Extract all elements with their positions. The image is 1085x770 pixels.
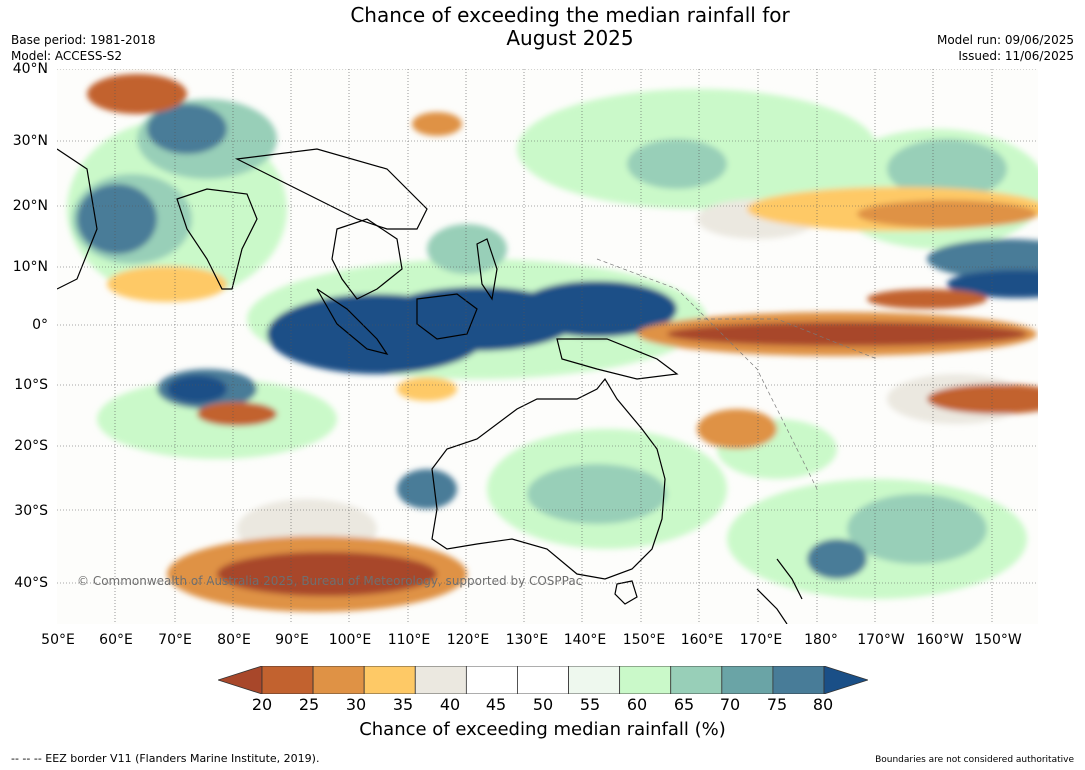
copyright-notice: © Commonwealth of Australia 2025, Bureau… xyxy=(77,574,583,588)
model-run-text: Model run: 09/06/2025 xyxy=(936,33,1074,47)
colorbar-tick-80: 80 xyxy=(812,695,834,714)
colorbar-cell xyxy=(363,666,416,694)
lon-label-110e: 110°E xyxy=(387,632,431,648)
colorbar-cell xyxy=(721,666,774,694)
australia-coastline xyxy=(431,377,666,580)
lon-label-50e: 50°E xyxy=(41,632,75,648)
colorbar-cell xyxy=(261,666,314,694)
lon-label-70e: 70°E xyxy=(158,632,192,648)
borneo-coastline xyxy=(416,293,478,340)
new-guinea-coastline xyxy=(556,338,679,380)
colorbar-cell xyxy=(517,666,569,694)
colorbar-tick-35: 35 xyxy=(392,695,414,714)
lon-label-100e: 100°E xyxy=(328,632,372,648)
colorbar-cell xyxy=(414,666,467,694)
map-canvas xyxy=(57,69,1038,624)
lon-label-170e: 170°E xyxy=(739,632,783,648)
colorbar-label: Chance of exceeding median rainfall (%) xyxy=(359,719,726,740)
colorbar-tick-20: 20 xyxy=(251,695,273,714)
lon-label-120e: 120°E xyxy=(446,632,490,648)
lat-label-10n: 10°N xyxy=(12,259,48,275)
colorbar-tick-70: 70 xyxy=(719,695,741,714)
map-title-line2: August 2025 xyxy=(506,26,634,50)
colorbar-extend-high xyxy=(823,666,868,694)
colorbar-cell xyxy=(568,666,621,694)
lon-label-160w: 160°W xyxy=(916,632,964,648)
issued-text: Issued: 11/06/2025 xyxy=(958,49,1074,63)
model-text: Model: ACCESS-S2 xyxy=(11,49,123,63)
lon-label-90e: 90°E xyxy=(275,632,309,648)
colorbar-tick-25: 25 xyxy=(298,695,320,714)
base-period-text: Base period: 1981-2018 xyxy=(11,33,156,47)
india-coastline xyxy=(176,188,258,290)
colorbar-tick-30: 30 xyxy=(345,695,367,714)
lat-label-10s: 10°S xyxy=(14,377,48,393)
colorbar-tick-75: 75 xyxy=(766,695,788,714)
map-title: Chance of exceeding the median rainfall … xyxy=(240,4,900,50)
lat-label-20n: 20°N xyxy=(12,198,48,214)
rainfall-map[interactable] xyxy=(57,69,1038,624)
coastlines xyxy=(57,148,803,624)
lat-label-30s: 30°S xyxy=(14,503,48,519)
arabia-coastline xyxy=(57,148,98,290)
sumatra-coastline xyxy=(316,288,389,355)
lat-label-20s: 20°S xyxy=(14,438,48,454)
lat-label-0: 0° xyxy=(32,317,48,333)
map-title-line1: Chance of exceeding the median rainfall … xyxy=(350,3,790,27)
colorbar-tick-40: 40 xyxy=(439,695,461,714)
colorbar-cell xyxy=(312,666,365,694)
lon-label-180: 180° xyxy=(804,632,838,648)
lon-label-80e: 80°E xyxy=(217,632,251,648)
lat-label-40n: 40°N xyxy=(12,61,48,77)
eez-borders xyxy=(596,258,878,490)
lon-label-130e: 130°E xyxy=(505,632,549,648)
colorbar xyxy=(218,666,868,694)
lon-label-150w: 150°W xyxy=(974,632,1022,648)
colorbar-cell xyxy=(772,666,825,694)
lon-label-140e: 140°E xyxy=(563,632,607,648)
lon-label-160e: 160°E xyxy=(680,632,724,648)
colorbar-extend-low xyxy=(218,666,263,694)
lat-label-40s: 40°S xyxy=(14,575,48,591)
colorbar-cell xyxy=(670,666,723,694)
new-zealand-coastline xyxy=(756,558,803,624)
probability-fields xyxy=(67,74,1038,612)
colorbar-cell xyxy=(465,666,518,694)
lon-label-150e: 150°E xyxy=(622,632,666,648)
eez-legend-note: -- -- -- EEZ border V11 (Flanders Marine… xyxy=(11,752,320,765)
colorbar-tick-60: 60 xyxy=(626,695,648,714)
graticule xyxy=(57,69,1038,624)
lon-label-170w: 170°W xyxy=(857,632,905,648)
colorbar-tick-45: 45 xyxy=(485,695,507,714)
colorbar-tick-55: 55 xyxy=(579,695,601,714)
philippines-coastline xyxy=(476,238,498,301)
lon-label-60e: 60°E xyxy=(99,632,133,648)
colorbar-cell xyxy=(619,666,672,694)
boundaries-disclaimer: Boundaries are not considered authoritat… xyxy=(875,755,1074,765)
china-coastline xyxy=(234,148,428,230)
colorbar-tick-65: 65 xyxy=(673,695,695,714)
colorbar-tick-50: 50 xyxy=(532,695,554,714)
metadata-left: Base period: 1981-2018 Model: ACCESS-S2 xyxy=(11,32,156,64)
tasmania-coastline xyxy=(614,580,638,605)
lat-label-30n: 30°N xyxy=(12,133,48,149)
metadata-right: Model run: 09/06/2025 Issued: 11/06/2025 xyxy=(937,32,1074,64)
